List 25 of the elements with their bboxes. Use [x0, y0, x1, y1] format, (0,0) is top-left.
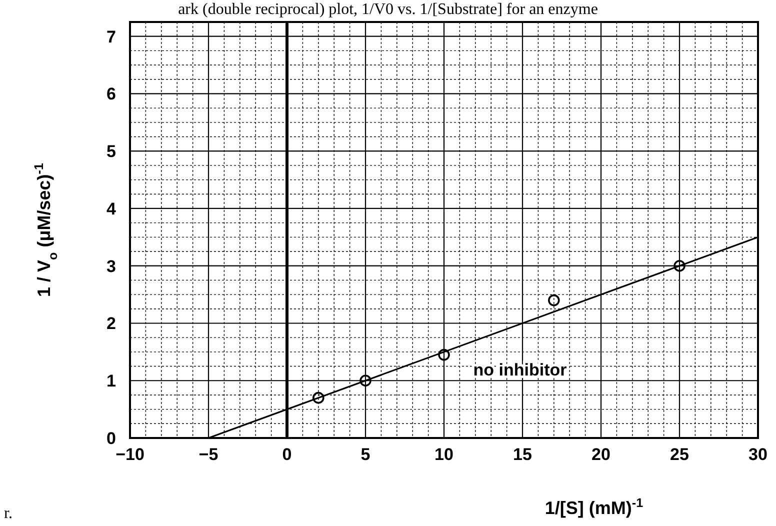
x-tick-label: 10: [434, 445, 454, 464]
x-axis-title: 1/[S] (mM)$^{-1}$: [544, 496, 644, 518]
text: r.: [4, 505, 12, 522]
x-tick-label: 30: [748, 445, 768, 464]
x-tick-label: 15: [513, 445, 532, 464]
point: [360, 374, 372, 387]
x-tick-label: 25: [670, 445, 689, 464]
y-tick-label: 7: [106, 27, 116, 46]
y-tick-label: 0: [106, 428, 116, 448]
chart-title: ark (double reciprocal) plot, 1/V0 vs. 1/[Substrate] for an enzyme: [178, 1, 598, 18]
point: [438, 348, 450, 361]
x-tick-label: −10: [116, 445, 144, 464]
x-tick-label: 0: [282, 445, 292, 464]
y-tick-label: 5: [106, 142, 116, 162]
y-tick-label: 6: [106, 84, 116, 104]
x-tick-label: 5: [360, 445, 370, 464]
y-tick-label: 4: [106, 199, 117, 218]
point: [312, 392, 324, 404]
point: [548, 294, 560, 306]
y-tick-label: 3: [106, 256, 116, 276]
y-tick-label: 2: [106, 314, 116, 334]
x-tick-label: 20: [592, 445, 610, 464]
x-tick-label: −5: [198, 445, 218, 464]
point: [674, 260, 686, 272]
y-tick-label: 1: [106, 372, 116, 391]
